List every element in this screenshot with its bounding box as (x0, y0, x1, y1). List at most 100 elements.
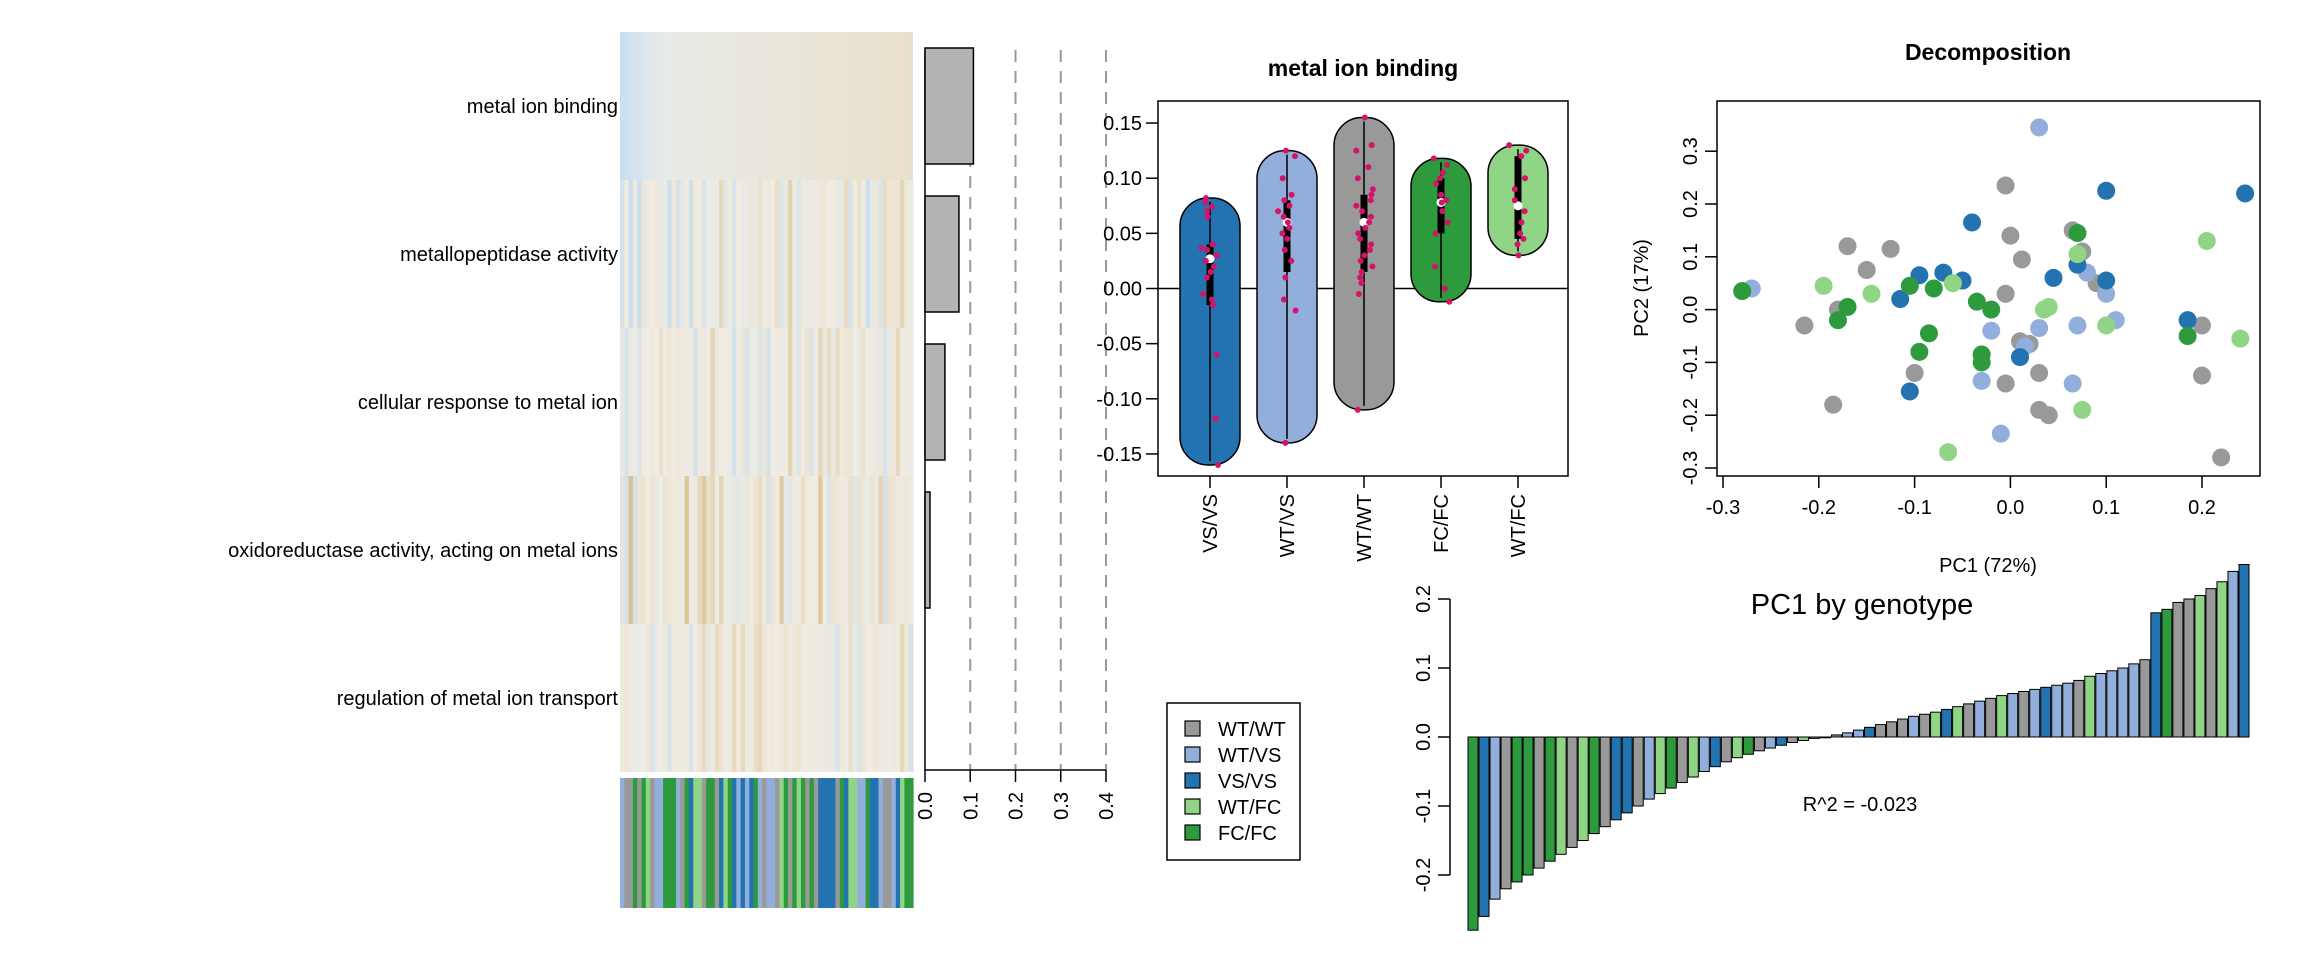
heatmap-cell (632, 180, 638, 328)
heatmap-cell (628, 476, 634, 624)
heatmap-cell (697, 180, 703, 328)
annotation-cell (697, 778, 703, 908)
heatmap-cell (667, 624, 673, 772)
heatmap-cell (637, 180, 643, 328)
pca-point (1939, 443, 1958, 462)
x-axis-label: PC1 (72%) (1939, 555, 2037, 577)
heatmap-cell (676, 624, 681, 772)
violin-point (1438, 199, 1445, 206)
heatmap-cell (874, 476, 880, 624)
heatmap-cell (680, 624, 686, 772)
violin-point (1288, 257, 1295, 264)
pc1-bar (1930, 711, 1942, 738)
heatmap-cell (671, 624, 677, 772)
heatmap-cell (783, 180, 789, 328)
pc1-bar (1687, 736, 1699, 778)
annotation-cell (766, 778, 772, 908)
pca-point (1795, 316, 1814, 335)
heatmap-cell (680, 328, 686, 476)
x-tick-label: -0.2 (1802, 497, 1836, 519)
x-tick-label: 0.1 (960, 792, 982, 820)
annotation-cell (714, 778, 720, 908)
violin-point (1202, 195, 1209, 202)
violin-point (1353, 147, 1360, 154)
violin-point (1208, 296, 1215, 303)
heatmap-cell (835, 180, 841, 328)
heatmap-cell (727, 180, 733, 328)
heatmap-cell (650, 624, 656, 772)
x-tick-label: 0.0 (915, 792, 937, 820)
heatmap-cell (887, 624, 893, 772)
heatmap-cell (697, 328, 703, 476)
violin-point (1511, 197, 1518, 204)
annotation-cell (770, 778, 776, 908)
annotation-cell (852, 778, 858, 908)
heatmap-cell (839, 180, 845, 328)
heatmap-cell (749, 476, 755, 624)
pca-point (2212, 448, 2231, 467)
pca-point (2068, 316, 2087, 335)
violin-panel: metal ion binding 0.15 0.10 0.05 0.00 -0.05 -0… (1096, 55, 1569, 562)
heatmap-cell (848, 180, 854, 328)
heatmap-cell (861, 624, 867, 772)
violin-point (1438, 191, 1445, 198)
annotation-cell (654, 778, 660, 908)
heatmap-cell (831, 328, 837, 476)
heatmap-cell (740, 624, 746, 772)
annotation-cell (796, 778, 802, 908)
heatmap-cell (844, 624, 849, 772)
violin-point (1209, 241, 1216, 248)
pc1-bar (1654, 736, 1666, 795)
pca-plot-frame (1716, 100, 2261, 477)
x-tick-label: WT/VS (1277, 494, 1299, 557)
annotation-cell (710, 778, 716, 908)
pca-point (2068, 224, 2087, 243)
pca-point (1943, 274, 1962, 293)
pca-point (1905, 363, 1924, 382)
violin-point (1369, 186, 1376, 193)
pc1-bar (1941, 708, 1953, 738)
annotation-cell (701, 778, 707, 908)
heatmap-cell (788, 624, 793, 772)
heatmap-cell (714, 328, 720, 476)
heatmap-cell (706, 180, 712, 328)
pca-point (1838, 297, 1857, 316)
violin-point (1436, 175, 1443, 182)
pc1-bar (2150, 612, 2162, 738)
heatmap-cell (697, 624, 703, 772)
violin-point (1520, 235, 1527, 242)
heatmap-cell (908, 624, 914, 772)
r-squared-annotation: R^2 = -0.023 (1803, 794, 1917, 816)
heatmap-cell (757, 476, 763, 624)
pc1-bar (2216, 581, 2228, 738)
x-tick-label: -0.1 (1897, 497, 1931, 519)
heatmap-cell (835, 476, 841, 624)
violin-point (1359, 208, 1366, 215)
heatmap-cell (783, 328, 789, 476)
heatmap-cell (676, 328, 681, 476)
heatmap-cell (805, 624, 811, 772)
heatmap-cell (839, 328, 845, 476)
pc1-bar (1467, 736, 1479, 931)
pc1-bar (1742, 736, 1754, 755)
heatmap-cell (632, 624, 638, 772)
annotation-cell (839, 778, 845, 908)
annotation-cell (688, 778, 694, 908)
term-bar-panel: 0.0 0.1 0.2 0.3 0.4 (915, 47, 1118, 820)
heatmap-cell (762, 476, 768, 624)
heatmap-cell (882, 624, 888, 772)
heatmap-cell (684, 476, 690, 624)
heatmap-cell (891, 476, 897, 624)
heatmap-cell (658, 328, 664, 476)
violin-point (1207, 268, 1214, 275)
pc1-bar (2007, 693, 2019, 738)
violin-point (1280, 296, 1287, 303)
pc1-bar (1489, 736, 1501, 900)
pc1-bar (2095, 673, 2107, 738)
heatmap-cell (663, 328, 668, 476)
heatmap-cell (671, 328, 677, 476)
heatmap-cell (869, 476, 875, 624)
heatmap-cell (831, 476, 837, 624)
pca-point (1991, 424, 2010, 443)
violin-point (1281, 197, 1288, 204)
